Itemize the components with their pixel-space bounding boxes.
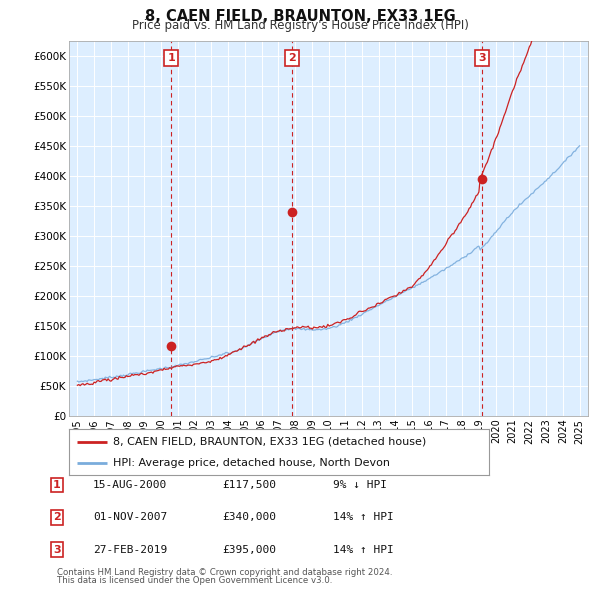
Text: Price paid vs. HM Land Registry's House Price Index (HPI): Price paid vs. HM Land Registry's House … (131, 19, 469, 32)
Text: Contains HM Land Registry data © Crown copyright and database right 2024.: Contains HM Land Registry data © Crown c… (57, 568, 392, 577)
Text: This data is licensed under the Open Government Licence v3.0.: This data is licensed under the Open Gov… (57, 576, 332, 585)
Text: 8, CAEN FIELD, BRAUNTON, EX33 1EG: 8, CAEN FIELD, BRAUNTON, EX33 1EG (145, 9, 455, 24)
Text: 9% ↓ HPI: 9% ↓ HPI (333, 480, 387, 490)
Text: 1: 1 (167, 53, 175, 63)
Text: 14% ↑ HPI: 14% ↑ HPI (333, 513, 394, 522)
Text: £117,500: £117,500 (222, 480, 276, 490)
Text: 3: 3 (478, 53, 485, 63)
Text: 27-FEB-2019: 27-FEB-2019 (93, 545, 167, 555)
Text: 01-NOV-2007: 01-NOV-2007 (93, 513, 167, 522)
Text: £340,000: £340,000 (222, 513, 276, 522)
Text: 15-AUG-2000: 15-AUG-2000 (93, 480, 167, 490)
Text: 1: 1 (53, 480, 61, 490)
Text: 8, CAEN FIELD, BRAUNTON, EX33 1EG (detached house): 8, CAEN FIELD, BRAUNTON, EX33 1EG (detac… (113, 437, 427, 447)
Text: 2: 2 (288, 53, 296, 63)
Text: 14% ↑ HPI: 14% ↑ HPI (333, 545, 394, 555)
Text: HPI: Average price, detached house, North Devon: HPI: Average price, detached house, Nort… (113, 458, 390, 468)
Text: 2: 2 (53, 513, 61, 522)
Text: 3: 3 (53, 545, 61, 555)
Text: £395,000: £395,000 (222, 545, 276, 555)
